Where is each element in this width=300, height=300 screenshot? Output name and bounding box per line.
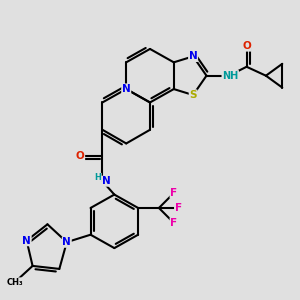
Text: F: F	[170, 218, 177, 228]
Text: N: N	[62, 237, 71, 247]
Text: S: S	[189, 90, 197, 100]
Text: N: N	[122, 84, 130, 94]
Text: F: F	[175, 203, 182, 213]
Text: N: N	[22, 236, 31, 246]
Text: CH₃: CH₃	[7, 278, 23, 287]
Text: O: O	[242, 41, 251, 51]
Text: F: F	[170, 188, 177, 198]
Text: H: H	[94, 173, 101, 182]
Text: NH: NH	[222, 71, 238, 81]
Text: O: O	[76, 151, 85, 161]
Text: N: N	[102, 176, 110, 186]
Text: N: N	[189, 51, 197, 62]
